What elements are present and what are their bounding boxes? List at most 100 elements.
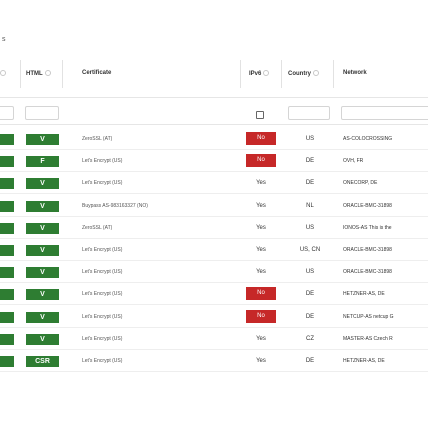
certificate-cell: Let's Encrypt (US)	[82, 247, 123, 253]
html-grade-badge: V	[26, 334, 59, 345]
status-badge	[0, 334, 14, 345]
network-cell: ORACLE-BMC-31898	[343, 269, 392, 275]
network-cell: MASTER-AS Czech R	[343, 336, 393, 342]
html-grade-badge: V	[26, 134, 59, 145]
filter-checkbox-ipv6[interactable]	[256, 111, 264, 119]
column-header-network-label: Network	[343, 70, 367, 76]
ipv6-cell: Yes	[256, 247, 266, 253]
column-header-country-label: Country	[288, 71, 311, 77]
certificate-cell: Buypass AS-983163327 (NO)	[82, 203, 148, 209]
table-row[interactable]: V Let's Encrypt (US) No DE HETZNER-AS, DE	[0, 283, 428, 305]
certificate-cell: Let's Encrypt (US)	[82, 180, 123, 186]
html-grade-badge: V	[26, 245, 59, 256]
html-grade-badge: F	[26, 156, 59, 167]
status-badge	[0, 267, 14, 278]
status-badge	[0, 245, 14, 256]
sort-icon[interactable]	[313, 70, 319, 76]
column-header-html[interactable]: HTML	[26, 70, 51, 77]
column-divider	[333, 60, 334, 88]
status-badge	[0, 356, 14, 367]
status-badge	[0, 156, 14, 167]
certificate-cell: Let's Encrypt (US)	[82, 358, 123, 364]
country-cell: NL	[306, 203, 314, 209]
network-cell: HETZNER-AS, DE	[343, 291, 385, 297]
ipv6-no-badge: No	[246, 132, 276, 145]
filter-input-country[interactable]	[288, 106, 330, 120]
status-badge	[0, 134, 14, 145]
country-cell: DE	[305, 180, 315, 186]
filter-input-network[interactable]	[341, 106, 428, 120]
table-row[interactable]: F Let's Encrypt (US) No DE OVH, FR	[0, 150, 428, 172]
ipv6-no-badge: No	[246, 154, 276, 167]
country-cell: DE	[305, 358, 315, 364]
table-row[interactable]: V Let's Encrypt (US) Yes US ORACLE-BMC-31898	[0, 261, 428, 283]
html-grade-badge: V	[26, 201, 59, 212]
filter-input-left[interactable]	[0, 106, 14, 120]
certificate-cell: Let's Encrypt (US)	[82, 314, 123, 320]
html-grade-badge: V	[26, 289, 59, 300]
certificate-cell: Let's Encrypt (US)	[82, 336, 123, 342]
ipv6-no-badge: No	[246, 287, 276, 300]
ipv6-cell: Yes	[256, 336, 266, 342]
column-divider	[62, 60, 63, 88]
network-cell: ONECORP, DE	[343, 180, 378, 186]
status-badge	[0, 312, 14, 323]
country-cell: US	[305, 136, 315, 142]
certificate-cell: Let's Encrypt (US)	[82, 291, 123, 297]
html-grade-badge: V	[26, 267, 59, 278]
certificate-cell: ZeroSSL (AT)	[82, 225, 113, 231]
certificate-cell: ZeroSSL (AT)	[82, 136, 113, 142]
table-row[interactable]: V ZeroSSL (AT) No US AS-COLOCROSSING	[0, 128, 428, 150]
column-divider	[240, 60, 241, 88]
network-cell: ORACLE-BMC-31898	[343, 247, 392, 253]
html-grade-badge: V	[26, 312, 59, 323]
column-header-network[interactable]: Network	[343, 70, 367, 76]
status-badge	[0, 223, 14, 234]
certificate-cell: Let's Encrypt (US)	[82, 269, 123, 275]
sort-icon[interactable]	[44, 70, 51, 76]
column-header-html-label: HTML	[26, 71, 43, 77]
table-row[interactable]: V ZeroSSL (AT) Yes US IONOS-AS This is the	[0, 217, 428, 239]
page-fragment-text: s	[2, 36, 6, 43]
sort-icon[interactable]	[263, 70, 270, 76]
column-header-left[interactable]	[0, 70, 6, 77]
html-grade-badge: V	[26, 223, 59, 234]
country-cell: US	[305, 269, 315, 275]
ipv6-no-badge: No	[246, 310, 276, 323]
ipv6-cell: Yes	[256, 358, 266, 364]
table-row[interactable]: V Let's Encrypt (US) Yes US, CN ORACLE-BMC-3…	[0, 239, 428, 261]
country-cell: CZ	[306, 336, 314, 342]
network-cell: HETZNER-AS, DE	[343, 358, 385, 364]
table-row[interactable]: V Buypass AS-983163327 (NO) Yes NL ORACLE-BM…	[0, 195, 428, 217]
ipv6-cell: Yes	[256, 225, 266, 231]
column-divider	[20, 60, 21, 88]
column-header-ipv6[interactable]: IPv6	[249, 70, 270, 77]
filter-input-html[interactable]	[25, 106, 59, 120]
status-badge	[0, 289, 14, 300]
html-grade-badge: V	[26, 178, 59, 189]
country-cell: US, CN	[299, 247, 321, 253]
certificate-cell: Let's Encrypt (US)	[82, 158, 123, 164]
column-header-country[interactable]: Country	[288, 70, 319, 77]
sort-icon[interactable]	[0, 70, 6, 76]
table-row[interactable]: V Let's Encrypt (US) Yes CZ MASTER-AS Czech …	[0, 328, 428, 350]
ipv6-cell: Yes	[256, 269, 266, 275]
country-cell: DE	[305, 314, 315, 320]
network-cell: NETCUP-AS netcup G	[343, 314, 394, 320]
ipv6-cell: Yes	[256, 203, 266, 209]
country-cell: DE	[305, 291, 315, 297]
network-cell: IONOS-AS This is the	[343, 225, 392, 231]
network-cell: ORACLE-BMC-31898	[343, 203, 392, 209]
table-row[interactable]: V Let's Encrypt (US) No DE NETCUP-AS netcup …	[0, 306, 428, 328]
column-header-certificate[interactable]: Certificate	[82, 70, 111, 76]
column-header-certificate-label: Certificate	[82, 70, 112, 76]
table-row[interactable]: CSR Let's Encrypt (US) Yes DE HETZNER-AS, DE	[0, 350, 428, 372]
network-cell: OVH, FR	[343, 158, 364, 164]
status-badge	[0, 201, 14, 212]
filter-row	[0, 97, 428, 125]
column-divider	[281, 60, 282, 88]
country-cell: DE	[305, 158, 315, 164]
network-cell: AS-COLOCROSSING	[343, 136, 393, 142]
table-row[interactable]: V Let's Encrypt (US) Yes DE ONECORP, DE	[0, 172, 428, 194]
ipv6-cell: Yes	[256, 180, 266, 186]
